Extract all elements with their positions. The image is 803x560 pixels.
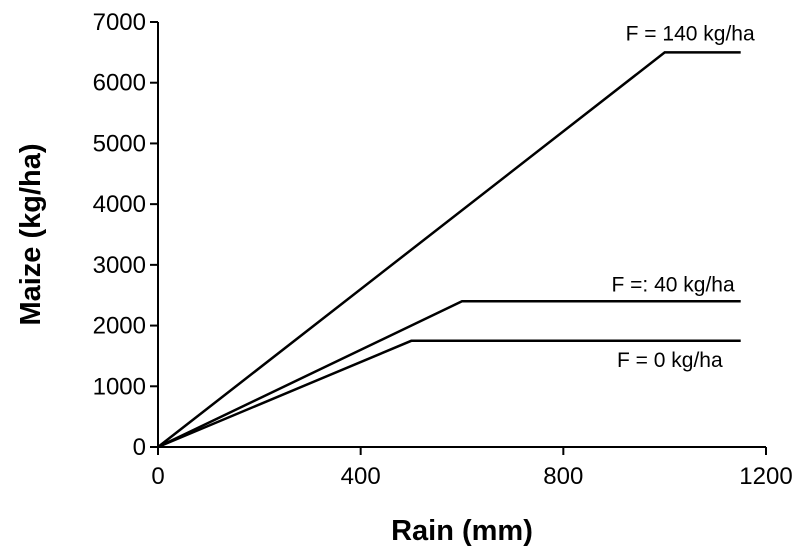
x-axis-title: Rain (mm) [391,515,533,547]
y-tick-label: 6000 [93,70,146,97]
y-tick-label: 0 [133,434,146,461]
x-tick-label: 400 [341,463,381,490]
series-line [157,51,741,448]
series-line [157,339,741,449]
y-tick-label: 4000 [93,191,146,218]
x-ticks: 0 400 800 1200 [151,447,793,490]
x-tick-label: 0 [151,463,164,490]
x-tick-label: 1200 [739,463,792,490]
y-tick-label: 7000 [93,9,146,36]
y-tick-label: 3000 [93,252,146,279]
y-tick-label: 1000 [93,373,146,400]
x-tick-label: 800 [543,463,583,490]
y-axis-title: Maize (kg/ha) [15,143,47,325]
y-tick-label: 2000 [93,313,146,340]
y-ticks: 0 1000 2000 3000 4000 5000 6000 7000 [93,9,158,461]
series-labels: F = 140 kg/ha F =: 40 kg/ha F = 0 kg/ha [611,22,754,371]
series-line [157,300,741,449]
series-label: F =: 40 kg/ha [611,273,734,296]
series-label: F = 140 kg/ha [626,22,755,45]
series-lines [157,51,741,449]
y-tick-label: 5000 [93,130,146,157]
axes [157,22,766,448]
series-label: F = 0 kg/ha [617,349,723,372]
